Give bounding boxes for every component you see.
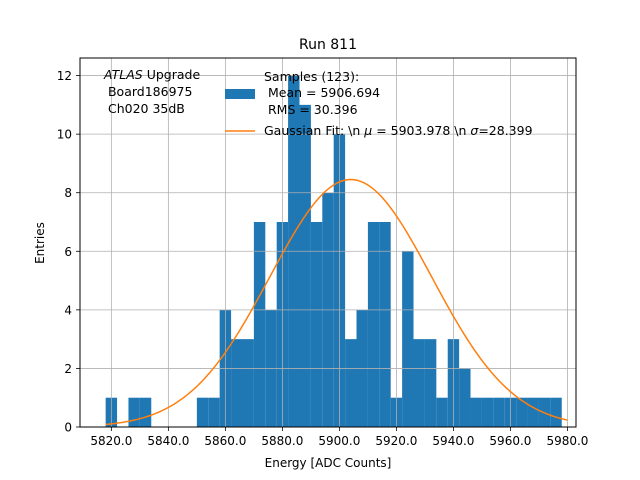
x-tick-label: 5820.0 <box>90 434 132 448</box>
y-tick-label: 8 <box>64 186 72 200</box>
legend-fit-sigma: σ <box>470 123 479 138</box>
y-tick-label: 6 <box>64 245 72 259</box>
legend-fit-mu: μ <box>363 123 372 138</box>
atlas-annotation-line1: ATLAS Upgrade <box>103 67 200 82</box>
atlas-label: ATLAS <box>103 67 143 82</box>
histogram-bar <box>470 397 482 427</box>
y-tick-label: 2 <box>64 362 72 376</box>
legend-hist-line3: RMS = 30.396 <box>264 102 358 117</box>
legend-fit-label: Gaussian Fit: \n μ = 5903.978 \n σ=28.39… <box>264 123 533 138</box>
x-tick-label: 5960.0 <box>489 434 531 448</box>
x-tick-label: 5840.0 <box>147 434 189 448</box>
histogram-bar <box>493 397 505 427</box>
upgrade-label: Upgrade <box>143 67 201 82</box>
histogram-bar <box>402 251 414 427</box>
x-tick-label: 5940.0 <box>432 434 474 448</box>
histogram-bar <box>231 339 243 427</box>
chart-title: Run 811 <box>299 37 357 53</box>
legend-hist-line1: Samples (123): <box>264 69 359 84</box>
x-tick-label: 5980.0 <box>546 434 588 448</box>
legend-fit-prefix: Gaussian Fit: \n <box>264 123 364 138</box>
legend-hist-swatch <box>225 89 255 99</box>
histogram-bar <box>459 368 471 427</box>
y-axis-ticks: 0 2 4 6 8 10 12 <box>57 69 80 435</box>
x-tick-label: 5920.0 <box>375 434 417 448</box>
histogram-bar <box>379 222 391 427</box>
y-axis-label: Entries <box>33 222 47 264</box>
legend-hist-line2: Mean = 5906.694 <box>264 85 380 100</box>
y-tick-label: 10 <box>57 128 72 142</box>
y-tick-label: 4 <box>64 303 72 317</box>
histogram-bar <box>310 222 323 427</box>
legend: Samples (123): Mean = 5906.694 RMS = 30.… <box>225 69 533 138</box>
legend-fit-suffix: =28.399 <box>478 123 532 138</box>
gaussian-fit <box>105 178 568 426</box>
x-axis-label: Energy [ADC Counts] <box>265 456 392 470</box>
histogram-bar <box>550 397 562 427</box>
histogram-bar <box>413 339 425 427</box>
histogram-bar <box>527 397 539 427</box>
histogram-bar <box>128 397 140 427</box>
y-tick-label: 0 <box>64 421 72 435</box>
legend-fit-mid: = 5903.978 \n <box>372 123 470 138</box>
histogram-bar <box>436 397 448 427</box>
histogram-bar <box>196 397 209 427</box>
histogram-bar <box>345 339 357 427</box>
x-tick-label: 5900.0 <box>318 434 360 448</box>
histogram-bar <box>139 397 152 427</box>
histogram-bar <box>481 397 494 427</box>
board-label: Board186975 <box>104 84 192 99</box>
x-tick-label: 5880.0 <box>261 434 303 448</box>
plot-area-frame <box>79 57 577 428</box>
histogram-bar <box>367 222 380 427</box>
histogram-bar <box>208 397 220 427</box>
histogram-bar <box>242 339 254 427</box>
x-axis-ticks: 5820.0 5840.0 5860.0 5880.0 5900.0 5920.0 5940… <box>90 427 588 448</box>
histogram-bar <box>253 222 266 427</box>
channel-label: Ch020 35dB <box>104 101 185 116</box>
x-tick-label: 5860.0 <box>204 434 246 448</box>
atlas-annotation: ATLAS Upgrade Board186975 Ch020 35dB <box>103 67 200 116</box>
histogram-bar <box>299 104 311 427</box>
histogram-bar <box>424 339 437 427</box>
gaussian-fit-line <box>105 178 568 426</box>
histogram-bar <box>516 397 528 427</box>
y-tick-label: 12 <box>57 69 72 83</box>
